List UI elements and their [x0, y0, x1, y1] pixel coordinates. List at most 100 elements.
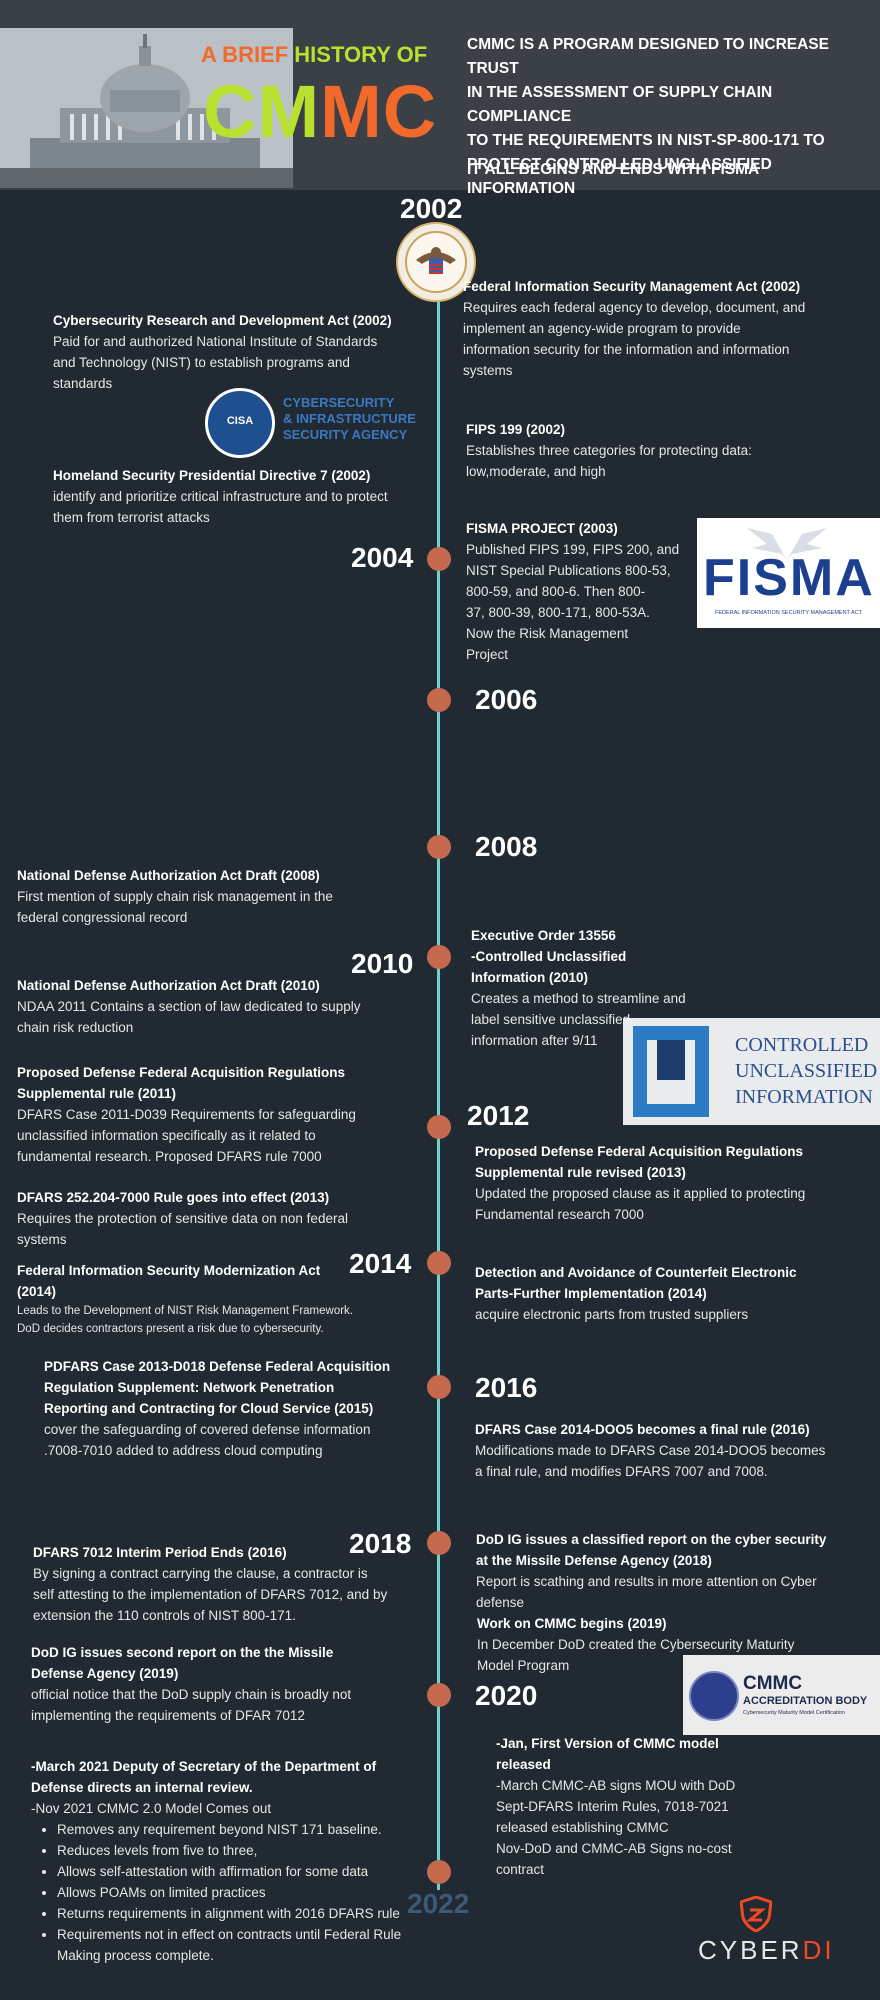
- event-body: low,moderate, and high: [466, 464, 606, 479]
- timeline-dot: [427, 1683, 451, 1707]
- list-item: Requirements not in effect on contracts …: [57, 1924, 441, 1945]
- event-review-2021: -March 2021 Deputy of Secretary of the D…: [31, 1756, 441, 1966]
- event-title: PDFARS Case 2013-D018 Defense Federal Ac…: [44, 1359, 391, 1374]
- event-title: at the Missile Defense Agency (2018): [476, 1553, 712, 1568]
- event-body: Requires each federal agency to develop,…: [463, 300, 806, 315]
- event-title: -Controlled Unclassified Information (20…: [471, 949, 627, 985]
- event-body: 800-59, and 800-6. Then 800-: [466, 584, 646, 599]
- event-title: Reporting and Contracting for Cloud Serv…: [44, 1401, 374, 1416]
- cmmc-ab-title: CMMC: [743, 1673, 803, 1694]
- event-body: information security for the information…: [463, 342, 790, 357]
- event-cmmc-2020: -Jan, First Version of CMMC model releas…: [496, 1733, 796, 1880]
- timeline-dot: [427, 547, 451, 571]
- event-body: Requires the protection of sensitive dat…: [17, 1211, 348, 1226]
- list-item: Reduces levels from five to three,: [57, 1840, 441, 1861]
- event-body: systems: [463, 363, 513, 378]
- event-fips199: FIPS 199 (2002) Establishes three catego…: [466, 419, 866, 482]
- event-title: Cybersecurity Research and Development A…: [53, 313, 392, 328]
- event-body: self attesting to the implementation of …: [33, 1587, 388, 1602]
- event-cmmc-begins: Work on CMMC begins (2019) In December D…: [477, 1613, 795, 1676]
- event-body: standards: [53, 376, 113, 391]
- event-body: systems: [17, 1232, 67, 1247]
- event-title: DFARS 7012 Interim Period Ends (2016): [33, 1545, 287, 1560]
- event-body: unclassified information specifically as…: [17, 1128, 316, 1143]
- event-title: Parts-Further Implementation (2014): [475, 1286, 707, 1301]
- event-dodig-2018: DoD IG issues a classified report on the…: [476, 1529, 871, 1613]
- cisa-text-line: SECURITY AGENCY: [283, 427, 408, 442]
- event-body: and Technology (NIST) to establish progr…: [53, 355, 350, 370]
- fisma-wordmark: FISMA: [703, 549, 875, 607]
- event-body: Published FIPS 199, FIPS 200, and: [466, 542, 680, 557]
- cui-text-line: INFORMATION: [735, 1086, 873, 1108]
- event-body: .7008-7010 added to address cloud comput…: [44, 1443, 323, 1458]
- event-body: them from terrorist attacks: [53, 510, 210, 525]
- event-body: Paid for and authorized National Institu…: [53, 334, 378, 349]
- cyberdi-shield-icon: [739, 1895, 773, 1933]
- event-title: Work on CMMC begins (2019): [477, 1616, 667, 1631]
- cisa-wordmark: CYBERSECURITY & INFRASTRUCTURE SECURITY …: [283, 395, 453, 443]
- event-body: 37, 800-39, 800-171, 800-53A.: [466, 605, 650, 620]
- event-body: Report is scathing and results in more a…: [476, 1574, 817, 1589]
- cyberdi-wordmark: CYBERDI: [698, 1935, 835, 1966]
- timeline-dot: [427, 688, 451, 712]
- title-kicker-b: HISTORY OF: [294, 42, 428, 67]
- event-title: Detection and Avoidance of Counterfeit E…: [475, 1265, 797, 1280]
- event-title: -Jan, First Version of CMMC model: [496, 1736, 719, 1751]
- event-body: Modifications made to DFARS Case 2014-DO…: [475, 1443, 826, 1458]
- event-fisma-project: FISMA PROJECT (2003) Published FIPS 199,…: [466, 518, 686, 665]
- event-fisma-2014: Federal Information Security Modernizati…: [17, 1260, 353, 1338]
- event-pdfars-2015: PDFARS Case 2013-D018 Defense Federal Ac…: [44, 1356, 424, 1461]
- cmmc-ab-seal-icon: [689, 1671, 739, 1721]
- event-body: official notice that the DoD supply chai…: [31, 1687, 352, 1702]
- timeline-dot: [427, 1251, 451, 1275]
- event-body: contract: [496, 1862, 545, 1877]
- event-body: released establishing CMMC: [496, 1820, 669, 1835]
- year-2018: 2018: [349, 1528, 412, 1559]
- list-item: Removes any requirement beyond NIST 171 …: [57, 1819, 441, 1840]
- event-ndaa-2010: National Defense Authorization Act Draft…: [17, 975, 397, 1038]
- event-body: First mention of supply chain risk manag…: [17, 889, 333, 904]
- event-title: DoD IG issues second report on the the M…: [31, 1645, 334, 1660]
- event-body: DFARS Case 2011-D039 Requirements for sa…: [17, 1107, 356, 1122]
- event-title: -March 2021 Deputy of Secretary of the D…: [31, 1759, 377, 1774]
- fisma-logo: FISMA FEDERAL INFORMATION SECURITY MANAG…: [697, 518, 880, 628]
- event-body: DoD decides contractors present a risk d…: [17, 1323, 324, 1335]
- event-body: Establishes three categories for protect…: [466, 443, 752, 458]
- timeline-spine: [437, 250, 440, 1890]
- year-2014: 2014: [349, 1248, 412, 1279]
- timeline-dot: [427, 1375, 451, 1399]
- event-body: federal congressional record: [17, 910, 188, 925]
- event-body: information after 9/11: [471, 1033, 598, 1048]
- event-title: Defense Agency (2019): [31, 1666, 179, 1681]
- year-2020: 2020: [475, 1680, 538, 1711]
- eagle-icon: [747, 528, 827, 560]
- intro-line: IN THE ASSESSMENT OF SUPPLY CHAIN COMPLI…: [467, 84, 773, 125]
- year-2002: 2002: [400, 193, 463, 224]
- event-body: Fundamental research 7000: [475, 1207, 644, 1222]
- event-title: Supplemental rule revised (2013): [475, 1165, 686, 1180]
- cisa-text-line: & INFRASTRUCTURE: [283, 411, 416, 426]
- event-body: NIST Special Publications 800-53,: [466, 563, 671, 578]
- event-title: DFARS 252.204-7000 Rule goes into effect…: [17, 1190, 330, 1205]
- event-body: Creates a method to streamline and: [471, 991, 686, 1006]
- intro-text: CMMC IS A PROGRAM DESIGNED TO INCREASE T…: [467, 33, 872, 201]
- event-dfars-2016-final: DFARS Case 2014-DOO5 becomes a final rul…: [475, 1419, 870, 1482]
- event-dfars-7000: DFARS 252.204-7000 Rule goes into effect…: [17, 1187, 397, 1250]
- timeline-dot: [427, 835, 451, 859]
- event-body: implement an agency-wide program to prov…: [463, 321, 741, 336]
- event-body: identify and prioritize critical infrast…: [53, 489, 388, 504]
- cisa-text-line: CYBERSECURITY: [283, 395, 395, 410]
- capitol-photo: [0, 28, 293, 188]
- event-title: DoD IG issues a classified report on the…: [476, 1532, 827, 1547]
- event-title: Federal Information Security Management …: [463, 279, 801, 294]
- event-title: Proposed Defense Federal Acquisition Reg…: [17, 1065, 346, 1080]
- tagline: IT ALL BEGINS AND ENDS WITH FISMA: [467, 161, 760, 178]
- event-title: FIPS 199 (2002): [466, 422, 566, 437]
- list-item: Returns requirements in alignment with 2…: [57, 1903, 441, 1924]
- event-body: -Nov 2021 CMMC 2.0 Model Comes out: [31, 1801, 272, 1816]
- event-dodig-2019: DoD IG issues second report on the the M…: [31, 1642, 426, 1726]
- year-2012: 2012: [467, 1100, 530, 1131]
- event-fisma-2002: Federal Information Security Management …: [463, 276, 863, 381]
- event-body: Sept-DFARS Interim Rules, 7018-7021: [496, 1799, 729, 1814]
- event-body: In December DoD created the Cybersecurit…: [477, 1637, 795, 1652]
